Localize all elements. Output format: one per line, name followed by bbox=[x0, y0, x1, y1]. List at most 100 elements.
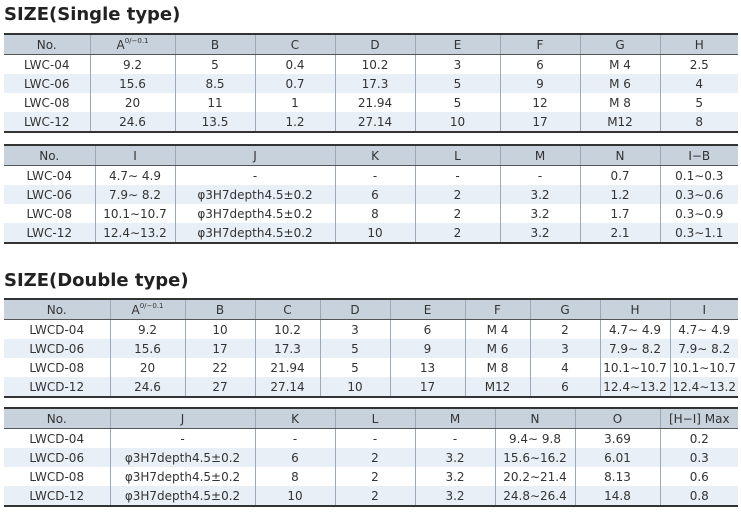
cell: 1.7 bbox=[579, 204, 660, 223]
cell: 5 bbox=[319, 339, 390, 358]
header-cell: [H−I] Max bbox=[659, 407, 738, 429]
cell: - bbox=[334, 428, 415, 448]
cell: 15.6 bbox=[109, 339, 185, 358]
cell: 5 bbox=[319, 358, 390, 377]
cell: 5 bbox=[659, 93, 738, 112]
cell: 0.3 bbox=[659, 448, 738, 467]
cell: M12 bbox=[579, 112, 660, 133]
cell: - bbox=[334, 165, 415, 185]
cell: LWC-06 bbox=[4, 74, 90, 93]
cell: 24.6 bbox=[109, 377, 185, 398]
cell: 0.6 bbox=[659, 467, 738, 486]
cell: M 8 bbox=[579, 93, 660, 112]
cell: 6.01 bbox=[574, 448, 660, 467]
cell: 27 bbox=[184, 377, 255, 398]
cell: 9 bbox=[389, 339, 465, 358]
header-row: No. A0/−0.1 B C D E F G H bbox=[4, 33, 738, 55]
cell: - bbox=[414, 165, 500, 185]
spec-table: No. J K L M N O [H−I] Max LWCD-04- - - -9.4∼ 9.8 3.6… bbox=[4, 407, 738, 507]
cell: 6 bbox=[529, 377, 600, 398]
cell: LWCD-08 bbox=[29, 469, 85, 484]
header-cell: A0/−0.1 bbox=[89, 33, 175, 55]
cell: 0.3∼0.9 bbox=[659, 204, 738, 223]
header-cell: K bbox=[254, 407, 335, 429]
header-superscript: 0/−0.1 bbox=[124, 37, 149, 45]
header-cell: D bbox=[319, 298, 390, 320]
cell: 10 bbox=[184, 319, 255, 339]
cell: 17 bbox=[184, 339, 255, 358]
cell: 24.8∼26.4 bbox=[494, 486, 575, 507]
cell: M 4 bbox=[464, 319, 530, 339]
data-row: LWC-06 7.9∼ 8.2 φ3H7depth4.5±0.2 6 2 3.2 1.2 0.… bbox=[4, 185, 738, 204]
header-cell: No. bbox=[4, 407, 110, 429]
cell: φ3H7depth4.5±0.2 bbox=[109, 467, 255, 486]
data-row: LWC-08 10.1∼10.7 φ3H7depth4.5±0.2 8 2 3.2 1.7 0… bbox=[4, 204, 738, 223]
header-text: A bbox=[116, 38, 125, 52]
cell: 12 bbox=[499, 93, 580, 112]
header-cell: F bbox=[499, 33, 580, 55]
cell: 0.7 bbox=[254, 74, 335, 93]
cell: 1.2 bbox=[254, 112, 335, 133]
header-cell: D bbox=[334, 33, 415, 55]
cell: 3.2 bbox=[414, 467, 495, 486]
cell: 8 bbox=[334, 204, 415, 223]
header-cell: F bbox=[464, 298, 530, 320]
header-cell: C bbox=[254, 298, 320, 320]
cell: M 6 bbox=[464, 339, 530, 358]
header-cell: G bbox=[579, 33, 660, 55]
header-cell: B bbox=[174, 33, 255, 55]
header-superscript: 0/−0.1 bbox=[139, 302, 164, 310]
header-cell: J bbox=[174, 144, 335, 166]
cell: 13 bbox=[389, 358, 465, 377]
cell: LWCD-08 bbox=[29, 360, 85, 375]
cell: 0.1∼0.3 bbox=[659, 165, 738, 185]
cell: 10 bbox=[254, 486, 335, 507]
header-cell: H bbox=[599, 298, 670, 320]
header-cell: L bbox=[414, 144, 500, 166]
header-cell: G bbox=[529, 298, 600, 320]
cell: 12.4∼13.2 bbox=[599, 377, 670, 398]
cell: 17 bbox=[499, 112, 580, 133]
cell: 6 bbox=[499, 54, 580, 74]
data-row: LWCD-06 φ3H7depth4.5±0.2 6 2 3.2 15.6∼16.2 6.0… bbox=[4, 448, 738, 467]
cell: 7.9∼ 8.2 bbox=[94, 185, 175, 204]
cell: 3.2 bbox=[499, 223, 580, 244]
cell: M 4 bbox=[579, 54, 660, 74]
cell: 17 bbox=[389, 377, 465, 398]
spec-table: No. I J K L M N I−B LWC-04 4.7∼ 4.9- - - -0.7 0.1∼0.3… bbox=[4, 144, 738, 244]
cell: M 8 bbox=[464, 358, 530, 377]
cell: 1 bbox=[254, 93, 335, 112]
header-cell: B bbox=[184, 298, 255, 320]
cell: 12.4∼13.2 bbox=[94, 223, 175, 244]
cell: M 6 bbox=[579, 74, 660, 93]
cell: 2.1 bbox=[579, 223, 660, 244]
data-row: LWCD-04- - - -9.4∼ 9.8 3.69 0.2 bbox=[4, 428, 738, 448]
cell: 2 bbox=[529, 319, 600, 339]
cell: 2 bbox=[414, 223, 500, 244]
header-row: No. J K L M N O [H−I] Max bbox=[4, 407, 738, 429]
cell: 6 bbox=[254, 448, 335, 467]
cell: 10.1∼10.7 bbox=[599, 358, 670, 377]
cell: φ3H7depth4.5±0.2 bbox=[174, 204, 335, 223]
header-cell: I bbox=[94, 144, 175, 166]
header-row: No. A0/−0.1 B C D E F G H I bbox=[4, 298, 738, 320]
data-row: LWCD-06 15.6 17 17.3 5 9 M 6 3 7.9∼ 8.2 7.9∼ 8.2 bbox=[4, 339, 738, 358]
cell: 2 bbox=[334, 467, 415, 486]
cell: - bbox=[414, 428, 495, 448]
cell: 2 bbox=[414, 204, 500, 223]
data-row: LWC-04 9.2 5 0.4 10.2 3 6 M 4 2.5 bbox=[4, 54, 738, 74]
cell: 27.14 bbox=[334, 112, 415, 133]
cell: LWC-04 bbox=[26, 168, 72, 183]
cell: 15.6∼16.2 bbox=[494, 448, 575, 467]
cell: 5 bbox=[414, 93, 500, 112]
cell: 3 bbox=[414, 54, 500, 74]
cell: 6 bbox=[334, 185, 415, 204]
cell: 9.2 bbox=[89, 54, 175, 74]
cell: 9 bbox=[499, 74, 580, 93]
header-cell: E bbox=[389, 298, 465, 320]
cell: LWC-06 bbox=[4, 185, 95, 204]
